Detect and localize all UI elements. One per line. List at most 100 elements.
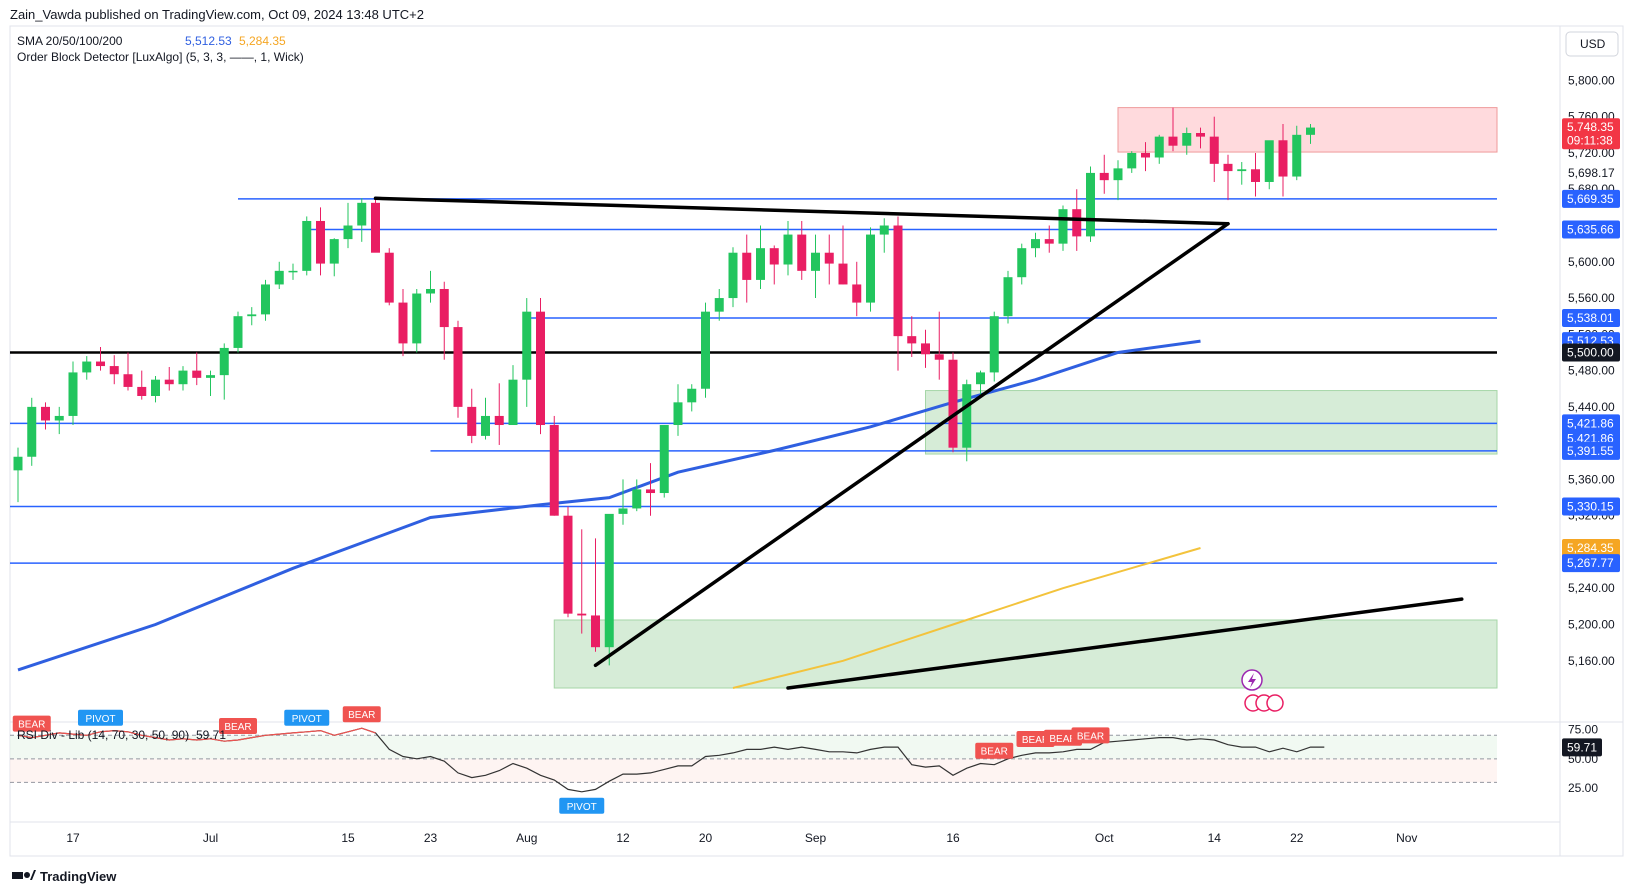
currency-button-label: USD	[1580, 37, 1606, 51]
candle-body	[123, 374, 133, 387]
us-flag-icon[interactable]	[1266, 694, 1284, 712]
candle-body	[948, 359, 958, 448]
candle-body	[274, 270, 284, 285]
price-tick-label: 5,360.00	[1568, 472, 1615, 486]
event-icons[interactable]	[1241, 669, 1284, 712]
candle-body	[426, 288, 435, 294]
candle-body	[398, 302, 408, 344]
candle-body	[68, 372, 78, 416]
rsi-legend-label: RSI Div - Lib (14, 70, 30, 50, 90)	[17, 728, 189, 742]
candle-body	[1278, 140, 1288, 177]
price-label-box	[1562, 220, 1620, 239]
candle-body	[481, 415, 490, 436]
candle-body	[343, 225, 353, 240]
candle-body	[879, 225, 889, 235]
candle-body	[618, 508, 628, 514]
currency-button[interactable]	[1565, 31, 1619, 57]
candle-body	[687, 388, 697, 403]
candle-body	[1223, 163, 1233, 172]
rsi-divergence-line	[17, 727, 376, 742]
published-info: Zain_Vawda published on TradingView.com,…	[10, 7, 424, 22]
candle-body	[1031, 239, 1040, 249]
price-label: 5,391.55	[1567, 444, 1614, 458]
candle-body	[1154, 136, 1164, 158]
price-label: 09:11:38	[1567, 133, 1613, 147]
pivot-label: PIVOT	[85, 714, 115, 725]
candle-body	[439, 288, 449, 328]
candle-body	[714, 298, 724, 312]
candle-body	[728, 252, 738, 299]
candle-body	[659, 425, 669, 494]
candle-body	[302, 220, 312, 271]
rsi-current-box	[1562, 738, 1602, 757]
candle-body	[109, 366, 119, 375]
pivot-label-box	[559, 797, 605, 814]
time-tick-label: Jul	[203, 831, 218, 845]
candle-body	[646, 489, 655, 494]
order-block-zones	[553, 107, 1498, 689]
rsi-tick-label: 75.00	[1568, 722, 1598, 736]
price-label: 5,267.77	[1567, 556, 1614, 570]
price-tick-label: 5,698.17	[1568, 166, 1615, 180]
candle-body	[522, 311, 532, 380]
bear-label: BEAR	[981, 747, 1008, 758]
candle-body	[604, 513, 614, 648]
candle-body	[866, 234, 875, 303]
candle-body	[1099, 172, 1109, 181]
candle-body	[577, 613, 587, 616]
candle-body	[1017, 248, 1027, 278]
tradingview-logo[interactable]: TradingView	[12, 869, 117, 884]
candle-body	[852, 284, 862, 303]
candle-body	[1264, 140, 1274, 182]
candle-body	[82, 361, 92, 373]
price-tick-label: 5,720.00	[1568, 146, 1615, 160]
candle-body	[976, 372, 985, 385]
candle-body	[192, 370, 202, 378]
candle-body	[1209, 136, 1219, 164]
time-tick-label: 23	[424, 831, 438, 845]
demand-zone	[553, 619, 1498, 689]
price-tick-label: 5,600.00	[1568, 255, 1615, 269]
trendline	[786, 597, 1464, 690]
candle-body	[164, 379, 174, 385]
moving-averages	[17, 339, 1201, 689]
price-label: 5,635.66	[1567, 222, 1614, 236]
candle-body	[1168, 136, 1178, 146]
candle-body	[783, 234, 793, 265]
price-tick-label: 5,800.00	[1568, 73, 1615, 87]
price-label: 5,421.86	[1567, 416, 1614, 430]
candle-body	[934, 354, 944, 360]
price-label: 5,500.00	[1567, 345, 1614, 359]
price-label: 5,748.35	[1567, 120, 1614, 134]
bear-label-box	[219, 718, 257, 734]
candle-body	[13, 456, 23, 471]
candle-body	[357, 202, 367, 226]
candle-body	[893, 225, 903, 337]
price-label: 5,538.01	[1567, 311, 1614, 325]
candle-body	[962, 384, 972, 448]
candle-body	[1182, 133, 1192, 146]
sma-line-yellow	[732, 547, 1201, 689]
price-axis: 5,840.005,800.005,760.005,720.005,698.17…	[1562, 37, 1620, 795]
time-tick-label: Sep	[805, 831, 827, 845]
publisher-bar: Zain_Vawda published on TradingView.com,…	[0, 0, 1634, 26]
candle-body	[1237, 169, 1247, 172]
bear-label: BEAR	[224, 722, 251, 733]
candle-body	[1141, 152, 1150, 158]
bear-label: BEAR	[1022, 735, 1049, 746]
sma-legend-label: SMA 20/50/100/200	[17, 34, 123, 48]
candle-body	[206, 375, 215, 378]
candle-body	[288, 270, 298, 273]
bear-label: BEAR	[1077, 731, 1104, 742]
candle-body	[1003, 277, 1013, 317]
time-axis: 17 Jul 15 23 Aug 12 20 Sep 16 Oct 14 22 Nov	[66, 831, 1417, 845]
demand-zone	[925, 390, 1498, 455]
rsi-lower-band	[10, 758, 1497, 783]
candle-body	[742, 252, 752, 280]
candle-body	[371, 202, 380, 253]
rsi-current-label: 59.71	[1567, 740, 1597, 754]
bear-label-box	[975, 742, 1014, 759]
candle-body	[1127, 152, 1137, 169]
footer-brand: TradingView	[40, 869, 117, 884]
